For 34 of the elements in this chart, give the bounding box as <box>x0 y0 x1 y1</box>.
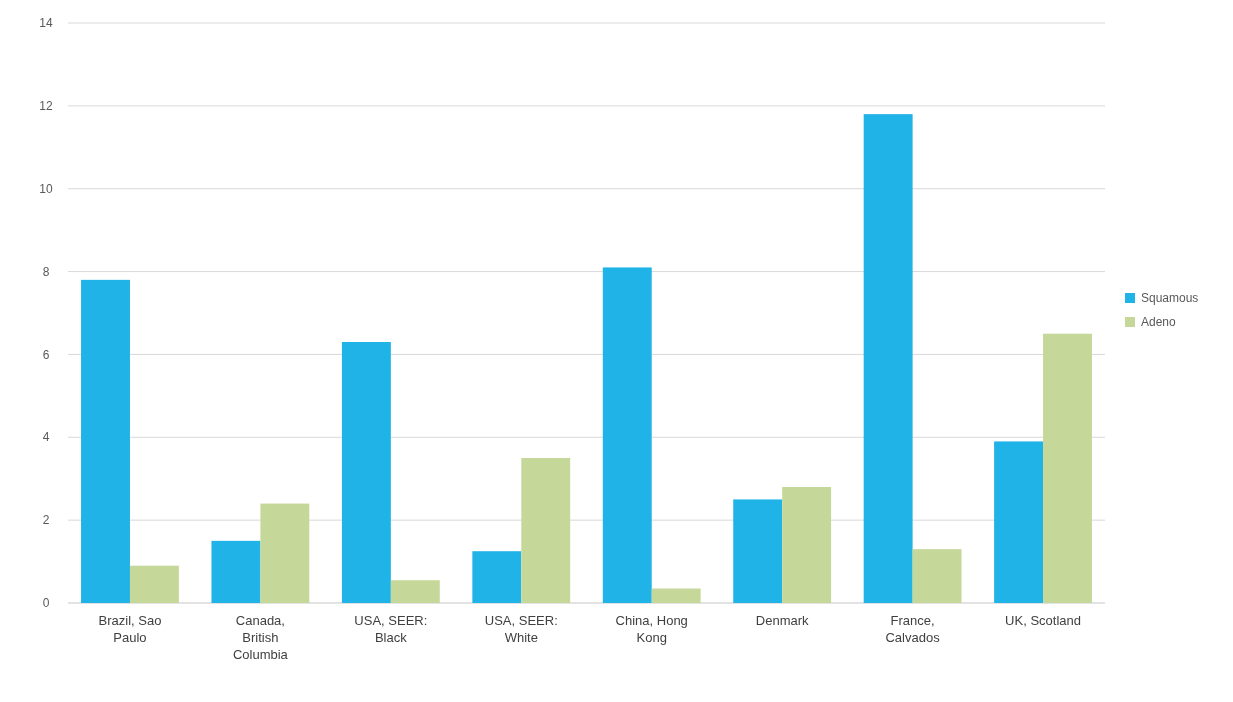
y-tick-label: 6 <box>42 347 50 362</box>
y-tick-label: 12 <box>39 99 53 114</box>
legend-label: Adeno <box>1141 315 1177 330</box>
y-tick-label: 2 <box>42 513 50 528</box>
legend-label: Squamous <box>1141 291 1199 306</box>
bar <box>782 487 832 603</box>
x-tick-label: Denmark <box>755 613 810 628</box>
bar <box>81 279 130 603</box>
bar <box>651 588 701 603</box>
bar <box>129 565 179 603</box>
bar <box>341 342 391 603</box>
x-tick-label: France, Calvados <box>885 613 941 645</box>
x-tick-label: UK, Scotland <box>1005 613 1081 628</box>
bar <box>472 551 522 603</box>
y-tick-label: 14 <box>39 16 53 31</box>
y-tick-label: 0 <box>42 596 50 611</box>
x-tick-label: USA, SEER: White <box>484 613 558 645</box>
bar <box>1043 333 1092 603</box>
x-tick-label: Canada, British Columbia <box>232 613 289 662</box>
x-tick-label: China, Hong Kong <box>615 613 688 645</box>
bar <box>602 267 652 603</box>
y-tick-label: 4 <box>42 430 50 445</box>
bar <box>912 549 962 603</box>
bar <box>390 580 440 603</box>
bar <box>733 499 783 603</box>
x-tick-label: Brazil, Sao Paulo <box>98 613 162 645</box>
bar <box>863 114 913 603</box>
bar <box>994 441 1044 603</box>
y-tick-label: 10 <box>39 181 53 196</box>
bar <box>211 540 261 603</box>
bar <box>521 458 571 603</box>
x-tick-label: USA, SEER: Black <box>354 613 428 645</box>
y-tick-label: 8 <box>42 264 50 279</box>
bar <box>260 503 310 603</box>
